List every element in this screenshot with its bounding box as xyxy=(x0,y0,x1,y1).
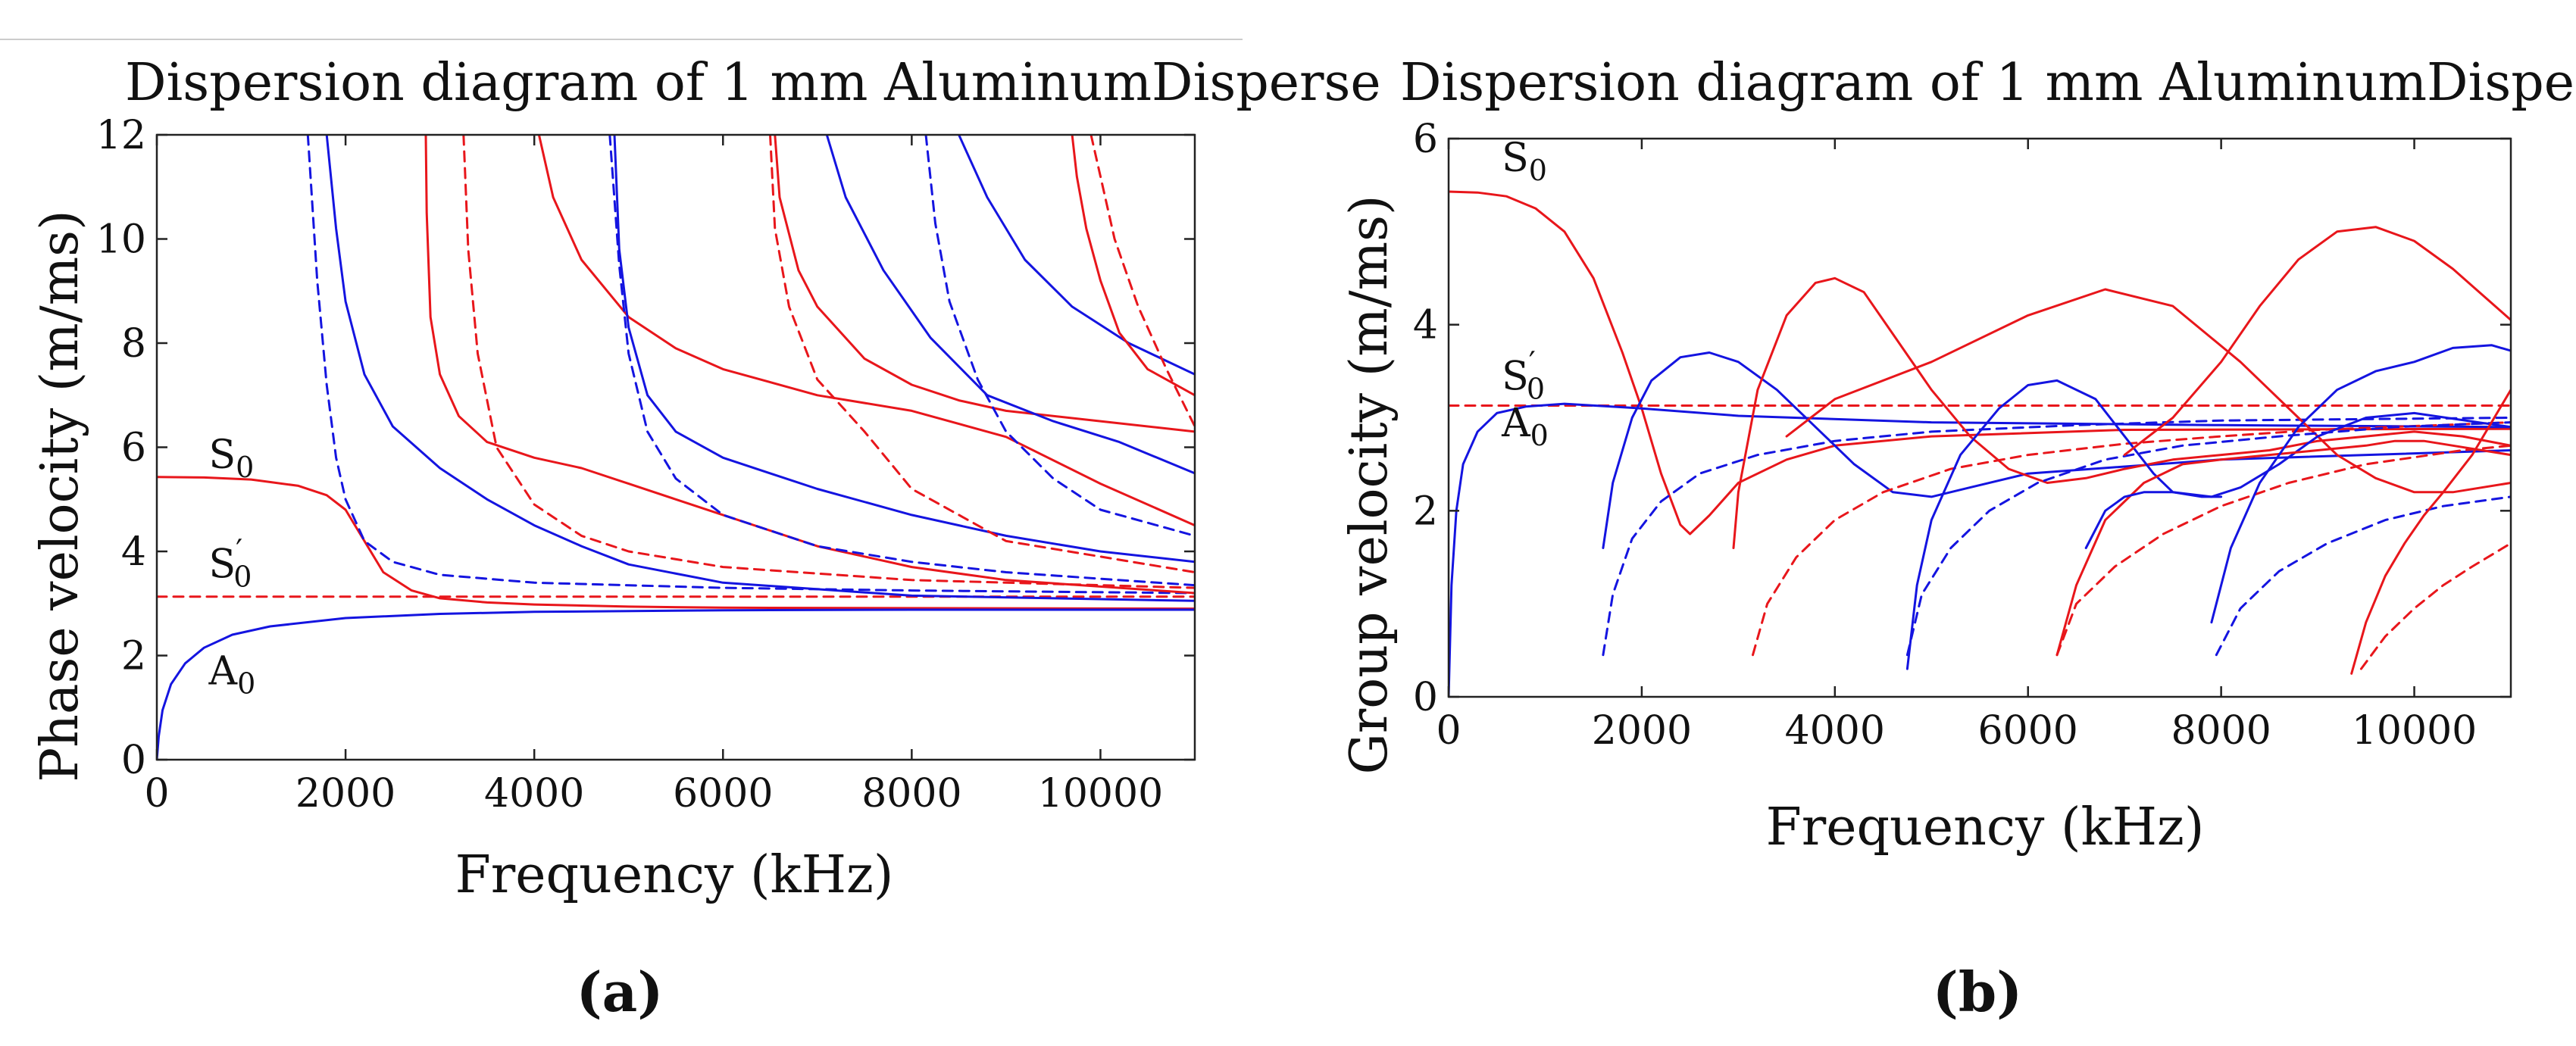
panel-a-xtick-label-0: 0 xyxy=(144,771,169,817)
panel-a-ytick-label-6: 12 xyxy=(96,113,146,158)
panel-b-series-11 xyxy=(2055,444,2511,657)
panel-a-xtick-label-1: 2000 xyxy=(295,771,395,817)
panel-a-ytick-label-1: 2 xyxy=(121,634,146,679)
panel-b-series-0 xyxy=(1449,190,2511,535)
panel-b-series-17 xyxy=(2359,542,2511,670)
panel-b-mode-label-2-sub: 0 xyxy=(1530,419,1549,452)
panel-b-series-15 xyxy=(2215,495,2511,657)
panel-a-series-14 xyxy=(958,135,1195,376)
panel-b-mode-label-0: S0 xyxy=(1502,136,1547,187)
panel-b-axes-frame xyxy=(1447,137,2512,698)
panel-a-mode-label-0-main: S xyxy=(209,432,236,478)
panel-a-xtick-label-5: 10000 xyxy=(1038,771,1163,817)
panel-a-caption: (a) xyxy=(577,960,664,1024)
panel-b-ytick-label-1: 2 xyxy=(1413,489,1438,534)
panel-b-series-13 xyxy=(2123,226,2511,457)
panel-a-series-5 xyxy=(424,135,1195,595)
panel-a-xtick-label-3: 6000 xyxy=(673,771,773,817)
panel-a-series-group xyxy=(157,135,1195,760)
panel-b-mode-label-0-main: S xyxy=(1502,136,1529,181)
panel-a-axes-frame xyxy=(155,133,1196,761)
panel-a-series-0 xyxy=(157,476,1195,610)
panel-a-phase-velocity-chart: Dispersion diagram of 1 mm AluminumDispe… xyxy=(30,53,1381,1024)
panel-a-xlabel: Frequency (kHz) xyxy=(455,845,894,905)
panel-b-xtick-label-3: 6000 xyxy=(1978,708,2078,754)
panel-a-ytick-label-0: 0 xyxy=(121,738,146,783)
panel-b-series-9 xyxy=(1905,421,2511,657)
panel-b-series-3 xyxy=(1602,351,2511,549)
panel-b-mode-label-1-sub: 0 xyxy=(1527,373,1545,406)
panel-b-xtick-label-1: 2000 xyxy=(1592,708,1692,754)
panel-a-xtick-label-4: 8000 xyxy=(861,771,961,817)
panel-a-series-7 xyxy=(537,135,1195,527)
panel-b-series-7 xyxy=(1785,288,2511,494)
panel-b-mode-label-1: S′ 0 xyxy=(1502,346,1545,406)
panel-b-title: Dispersion diagram of 1 mm AluminumDispe… xyxy=(1400,53,2576,113)
panel-a-series-12 xyxy=(825,135,1195,475)
panel-a-series-10 xyxy=(769,135,1195,573)
panel-a-mode-label-2-main: A xyxy=(208,648,239,694)
panel-a-mode-label-1-prime: ′ xyxy=(236,533,242,568)
panel-b-series-group xyxy=(1449,190,2511,697)
panel-b-series-5 xyxy=(1732,276,2511,549)
panel-b-series-16 xyxy=(2350,389,2511,675)
panel-b-ylabel: Group velocity (m/ms) xyxy=(1340,195,1399,774)
panel-b-ytick-label-2: 4 xyxy=(1413,303,1438,348)
panel-b-mode-label-1-main: S xyxy=(1502,354,1529,400)
panel-b-xtick-label-5: 10000 xyxy=(2352,708,2477,754)
panel-b-series-4 xyxy=(1602,417,2511,657)
panel-a-series-8 xyxy=(608,135,1195,587)
panel-b-series-14 xyxy=(2210,344,2511,624)
panel-b-xtick-label-2: 4000 xyxy=(1785,708,1885,754)
panel-a-series-13 xyxy=(924,135,1195,537)
panel-b-mode-label-2-main: A xyxy=(1501,401,1531,446)
panel-a-series-3 xyxy=(306,135,1195,595)
panel-b-ytick-label-3: 6 xyxy=(1413,117,1438,162)
panel-a-ytick-label-5: 10 xyxy=(96,217,146,263)
panel-b-ytick-label-0: 0 xyxy=(1413,675,1438,720)
panel-a-ylabel: Phase velocity (m/ms) xyxy=(30,210,90,782)
panel-b-xlabel: Frequency (kHz) xyxy=(1766,798,2205,857)
panel-a-series-6 xyxy=(462,135,1195,589)
panel-a-xtick-label-2: 4000 xyxy=(484,771,584,817)
panel-a-mode-label-2: A0 xyxy=(208,648,256,700)
panel-a-ytick-label-2: 4 xyxy=(121,529,146,575)
panel-a-series-2 xyxy=(157,608,1195,760)
panel-b-xtick-label-0: 0 xyxy=(1436,708,1461,754)
panel-b-series-10 xyxy=(2055,439,2511,657)
panel-a-title: Dispersion diagram of 1 mm AluminumDispe… xyxy=(125,53,1381,113)
panel-a-ytick-label-3: 6 xyxy=(121,426,146,471)
panel-a-mode-label-0: S0 xyxy=(209,432,255,484)
panel-a-mode-label-2-sub: 0 xyxy=(237,667,255,700)
panel-a-mode-label-0-sub: 0 xyxy=(236,451,254,484)
panel-a-ytick-label-4: 8 xyxy=(121,321,146,367)
panel-b-caption: (b) xyxy=(1933,960,2022,1024)
panel-a-series-16 xyxy=(1089,135,1195,428)
panel-a-series-4 xyxy=(325,135,1195,602)
panel-b-mode-label-2: A0 xyxy=(1501,401,1549,452)
panel-a-mode-label-1-sub: 0 xyxy=(233,560,252,593)
panel-b-mode-label-0-sub: 0 xyxy=(1529,154,1547,187)
panel-b-series-6 xyxy=(1752,421,2511,657)
panel-b-series-12 xyxy=(2084,491,2223,549)
panel-a-series-15 xyxy=(1071,135,1195,397)
panel-a-series-9 xyxy=(613,135,1195,564)
panel-b-mode-label-1-prime: ′ xyxy=(1529,346,1536,381)
panel-b-xtick-label-4: 8000 xyxy=(2171,708,2271,754)
panel-a-series-11 xyxy=(774,135,1195,433)
panel-b-group-velocity-chart: Dispersion diagram of 1 mm AluminumDispe… xyxy=(1340,53,2576,1024)
panel-a-mode-label-1: S′ 0 xyxy=(209,533,252,593)
panel-a-mode-label-1-main: S xyxy=(209,542,236,587)
